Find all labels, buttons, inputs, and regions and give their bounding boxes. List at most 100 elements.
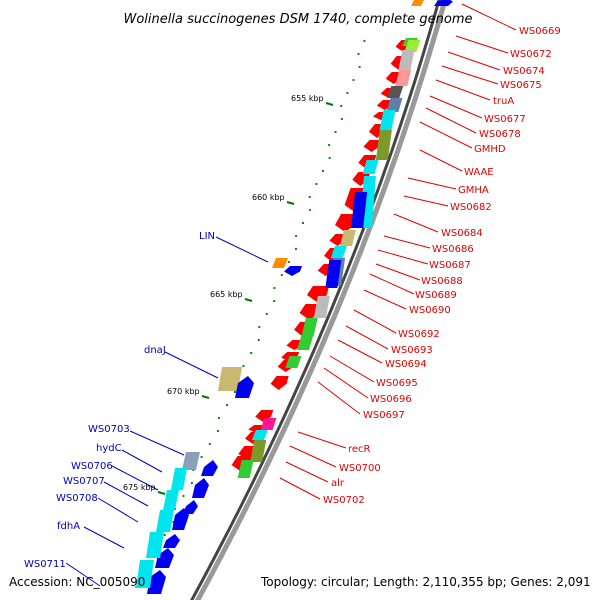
leader-line [323,367,369,399]
gene-label: WS0696 [370,394,412,405]
gene-label: WS0674 [503,66,545,77]
gene-label: recR [348,444,371,455]
gene-label: alr [331,478,345,489]
gc-dot [218,417,220,419]
gene-arrow [192,478,209,498]
tick-mark [201,395,210,399]
gene-label: WS0702 [323,495,365,506]
gene-block [386,98,403,112]
gene-label: GMHA [458,185,489,196]
gene-arrow [363,140,382,152]
gene-label: WAAE [464,167,494,178]
gc-dot [340,118,343,120]
gene-block [272,258,288,268]
gene-arrow [172,508,189,530]
gc-dot [328,144,331,146]
gene-block [362,160,379,174]
gene-block [404,40,421,52]
tick-mark [244,298,253,302]
gene-block [411,0,424,6]
tick-marks [157,102,334,495]
leader-line [297,431,347,449]
gene-arrow [270,376,289,390]
gene-label: truA [493,96,514,107]
gene-label: WS0711 [24,559,66,570]
leader-line [393,213,439,233]
gene-label: WS0695 [376,378,418,389]
gc-dot [265,313,268,315]
gene-block [297,336,314,350]
gc-dot [340,105,343,107]
leader-line [435,79,491,101]
gene-label: hydC [96,443,122,454]
gene-label: WS0684 [441,228,483,239]
gene-arrow [201,460,218,476]
gc-dots [135,40,366,588]
gc-dot [190,482,193,484]
backbone-inner [190,0,441,600]
gene-label: WS0686 [432,244,474,255]
backbone-outer [194,0,448,600]
accession-text: Accession: NC_005090 [9,575,145,589]
map-title: Wolinella succinogenes DSM 1740, complet… [123,12,472,27]
gene-label: WS0708 [56,493,98,504]
gene-label: dnaJ [144,345,166,356]
leader-line [375,263,421,281]
gc-dot [322,170,324,172]
leader-line [111,465,159,491]
gene-label: WS0687 [429,260,471,271]
gene-block [182,452,200,470]
gene-block [387,86,404,98]
leader-line [461,3,517,31]
leader-line [403,195,449,207]
tick-mark [325,102,334,106]
gene-block [250,440,267,462]
leader-line [329,355,375,383]
gene-block [260,418,277,430]
leader-line [129,430,185,456]
gene-label: fdhA [57,521,80,532]
gene-block [146,532,164,558]
leader-line [419,121,473,149]
gene-block [163,490,179,510]
gene-block [313,296,330,318]
gene-label: WS0692 [398,329,440,340]
leader-line [317,381,361,415]
gene-label: WS0693 [391,345,433,356]
leader-line [383,235,431,249]
leader-line [121,449,163,473]
gc-dot [308,209,311,211]
gene-arrow [434,0,453,6]
gene-arrow [352,172,371,186]
gene-block [379,110,396,130]
label-leader-lines [65,3,517,587]
gc-dot [208,443,211,445]
leader-line [345,325,389,350]
gene-label: WS0690 [409,305,451,316]
gene-arrow [255,410,274,422]
gc-dot [226,404,228,406]
gc-dot [242,365,245,367]
gc-dot [302,222,304,224]
gene-arrow [155,548,174,568]
gene-block [339,230,356,246]
tick-label: 675 kbp [123,483,156,492]
gene-block [375,130,392,160]
gene-features [136,0,453,594]
gene-label: WS0689 [415,290,457,301]
gc-dot [233,391,236,393]
leader-line [407,177,457,190]
gc-dot [295,248,297,250]
gene-block [171,468,187,490]
gc-dot [258,326,261,328]
leader-line [353,309,397,334]
gene-label: WS0694 [385,359,427,370]
gc-dot [287,261,290,263]
gc-dot [315,183,318,185]
gene-label: WS0682 [450,202,492,213]
gc-dot [352,79,355,81]
leader-line [97,497,139,523]
gc-dot [216,430,219,432]
gene-arrow [235,376,254,398]
gene-block [301,318,318,336]
